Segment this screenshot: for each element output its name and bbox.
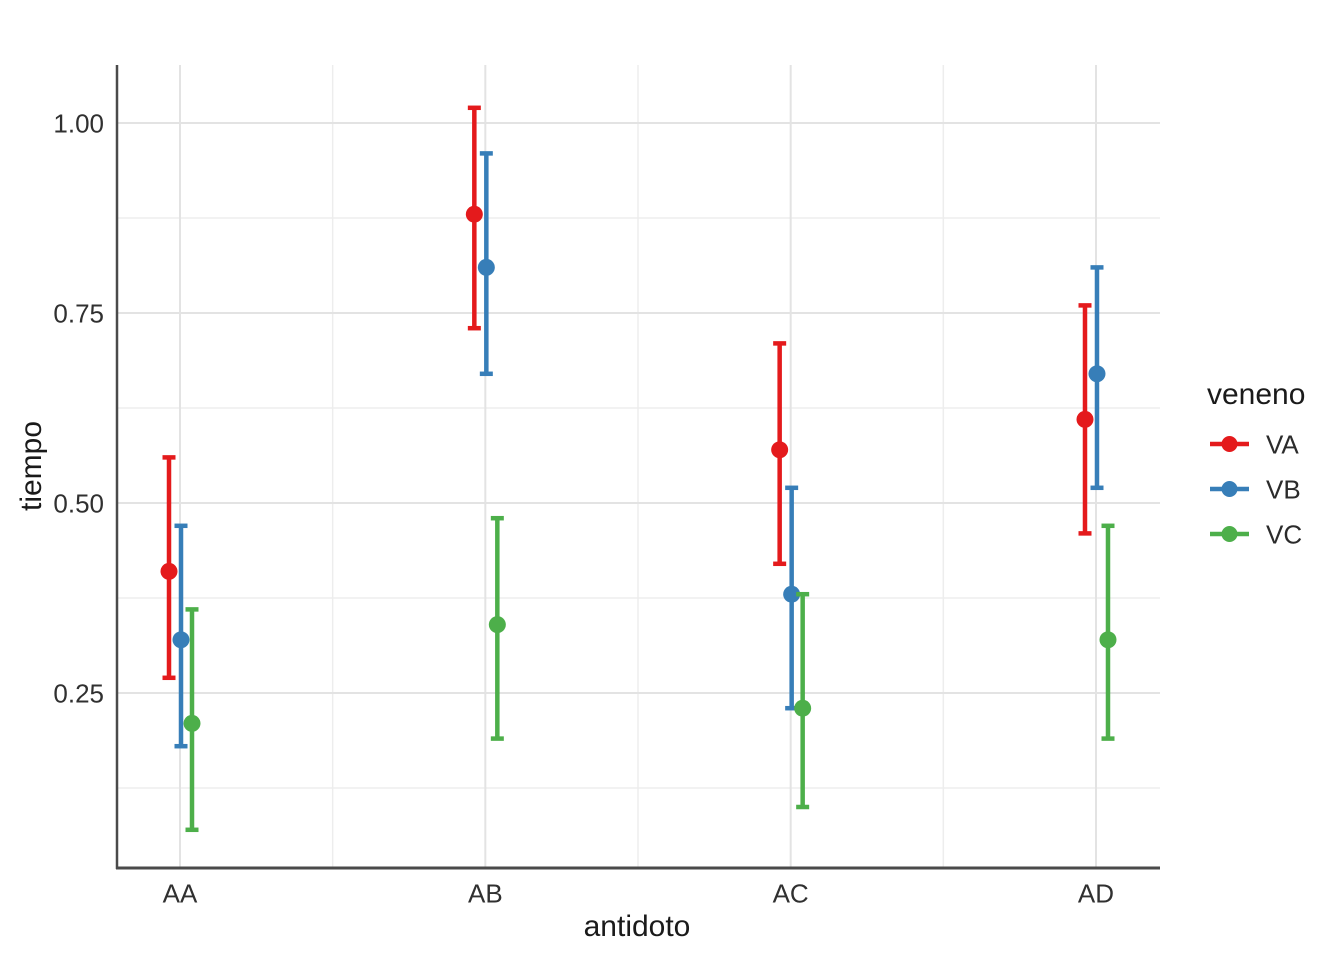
legend-item-label: VA [1266,429,1299,459]
legend-item-VA: VA [1210,429,1299,459]
pointrange-VB-AB [477,151,495,377]
pointrange-VA-AB [465,105,483,331]
mean-point [183,714,201,732]
pointrange-VA-AC [771,341,789,567]
mean-point [794,699,812,717]
legend-item-VC: VC [1210,519,1302,549]
mean-point [172,631,190,649]
pointrange-VA-AA [160,455,178,681]
pointrange-VB-AD [1088,265,1106,491]
pointrange-VB-AA [172,523,190,749]
pointrange-VC-AA [183,607,201,833]
gridlines-minor [117,65,1160,868]
legend-key-point [1221,526,1238,542]
legend-items: VA VB VC [1210,429,1302,549]
pointrange-marks [160,105,1117,833]
legend-item-VB: VB [1210,474,1301,504]
gridlines-major [117,65,1160,868]
mean-point [160,562,178,580]
y-tick-label: 0.50 [53,488,104,518]
legend-key-point [1221,436,1238,452]
legend: veneno VA VB VC [1207,378,1305,550]
x-axis-title: antidoto [584,910,691,943]
mean-point [1088,365,1106,383]
pointrange-VC-AC [794,591,812,810]
legend-title: veneno [1207,378,1305,411]
mean-point [771,441,789,459]
pointrange-VC-AB [488,515,506,741]
y-tick-label: 1.00 [53,108,104,138]
pointrange-VB-AC [783,485,801,711]
mean-point [1076,410,1094,428]
legend-item-label: VC [1266,519,1302,549]
pointrange-VC-AD [1099,523,1117,741]
y-axis-tick-labels: 1.00 0.75 0.50 0.25 [53,108,104,708]
mean-point [477,258,495,276]
y-axis-title: tiempo [15,421,48,511]
mean-point [783,585,801,603]
y-tick-label: 0.25 [53,678,104,708]
y-tick-label: 0.75 [53,298,104,328]
mean-point [488,616,506,634]
pointrange-VA-AD [1076,303,1094,536]
x-tick-label: AC [773,878,809,908]
x-tick-label: AD [1078,878,1114,908]
mean-point [1099,631,1117,649]
x-tick-label: AB [468,878,503,908]
x-tick-label: AA [163,878,198,908]
legend-key-point [1221,481,1238,497]
axis-lines [115,65,1160,870]
legend-item-label: VB [1266,474,1301,504]
mean-point [465,205,483,223]
x-axis-tick-labels: AA AB AC AD [163,878,1114,908]
